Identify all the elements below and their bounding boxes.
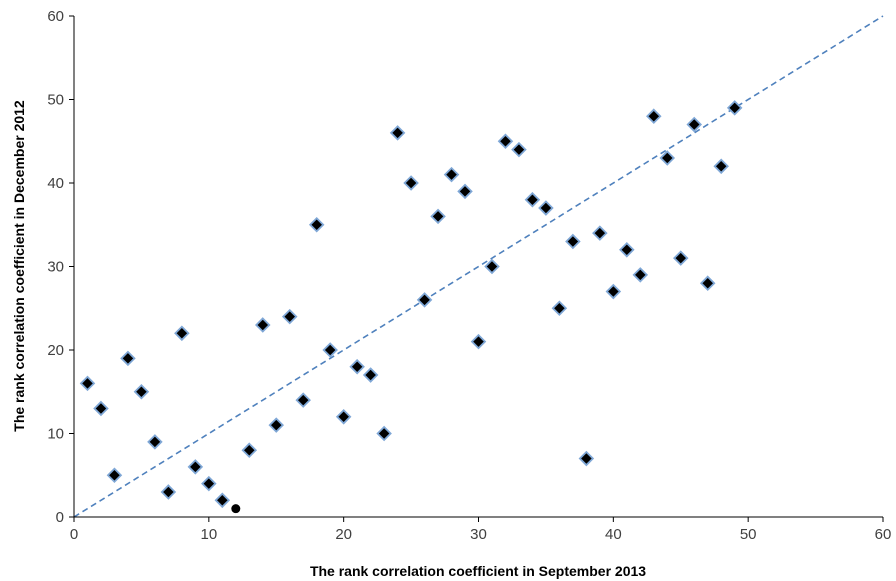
data-point-diamond [578,450,595,467]
y-tick-label: 0 [56,509,64,526]
data-point-diamond [187,459,204,475]
data-point-diamond [281,308,298,325]
data-point-diamond [295,392,311,408]
data-point-diamond [659,150,676,166]
data-point-diamond [335,409,352,425]
data-point-diamond [174,325,190,342]
data-point-diamond [93,400,109,417]
y-tick-label: 50 [47,92,64,109]
data-point-diamond [619,242,635,258]
data-point-diamond [308,216,325,233]
data-point-diamond [214,492,231,509]
data-point-diamond [362,367,379,383]
data-point-diamond [565,233,581,250]
data-point-diamond [713,158,729,175]
data-point-diamond [646,108,662,124]
data-point-diamond [592,225,608,241]
data-point-diamond [416,292,433,308]
x-tick-label: 60 [875,526,892,543]
data-point-diamond [322,342,338,358]
y-tick-label: 10 [47,426,64,443]
data-point-diamond [106,467,123,484]
x-tick-label: 30 [470,526,487,543]
data-point-diamond [551,300,568,317]
y-tick-label: 40 [47,175,64,192]
data-point-diamond [686,116,703,133]
data-point-diamond [349,358,365,375]
data-point-diamond [268,417,285,433]
data-point-diamond [79,375,96,392]
data-point-diamond [524,191,541,208]
y-tick-label: 20 [47,342,64,359]
x-tick-label: 20 [335,526,352,543]
data-point-diamond [120,350,136,367]
data-point-diamond [160,484,177,500]
data-point-diamond [605,283,622,300]
data-points [79,100,743,514]
y-tick-label: 30 [47,259,64,276]
y-tick-labels: 0 10 20 30 40 50 60 [47,8,74,526]
x-tick-labels: 0 10 20 30 40 50 60 [70,517,892,543]
data-point-diamond [443,166,460,183]
data-point-diamond [470,333,487,350]
data-point-diamond [699,275,716,291]
data-point-diamond [241,442,258,458]
x-tick-label: 0 [70,526,78,543]
data-point-diamond [457,183,473,200]
x-tick-label: 50 [740,526,757,543]
data-point-diamond [497,133,514,150]
data-point-diamond [201,475,217,492]
data-point-diamond [376,425,392,442]
data-point-diamond [389,125,406,141]
data-point-circle [231,504,241,514]
data-point-diamond [511,141,527,158]
x-tick-label: 40 [605,526,622,543]
data-point-diamond [133,383,150,400]
data-point-diamond [726,100,743,116]
reference-line-layer [73,15,884,518]
x-axis-label: The rank correlation coefficient in Sept… [310,563,646,579]
y-tick-label: 60 [47,8,64,25]
data-point-diamond [484,258,500,275]
x-tick-label: 10 [200,526,217,543]
diagonal-reference-line [73,15,884,518]
data-point-diamond [430,208,446,225]
data-point-diamond [254,317,271,333]
data-point-diamond [632,267,649,283]
data-point-diamond [403,175,419,191]
data-point-diamond [672,250,689,266]
data-point-diamond [147,434,163,450]
data-point-diamond [538,200,554,216]
y-axis-label: The rank correlation coefficient in Dece… [11,100,27,432]
